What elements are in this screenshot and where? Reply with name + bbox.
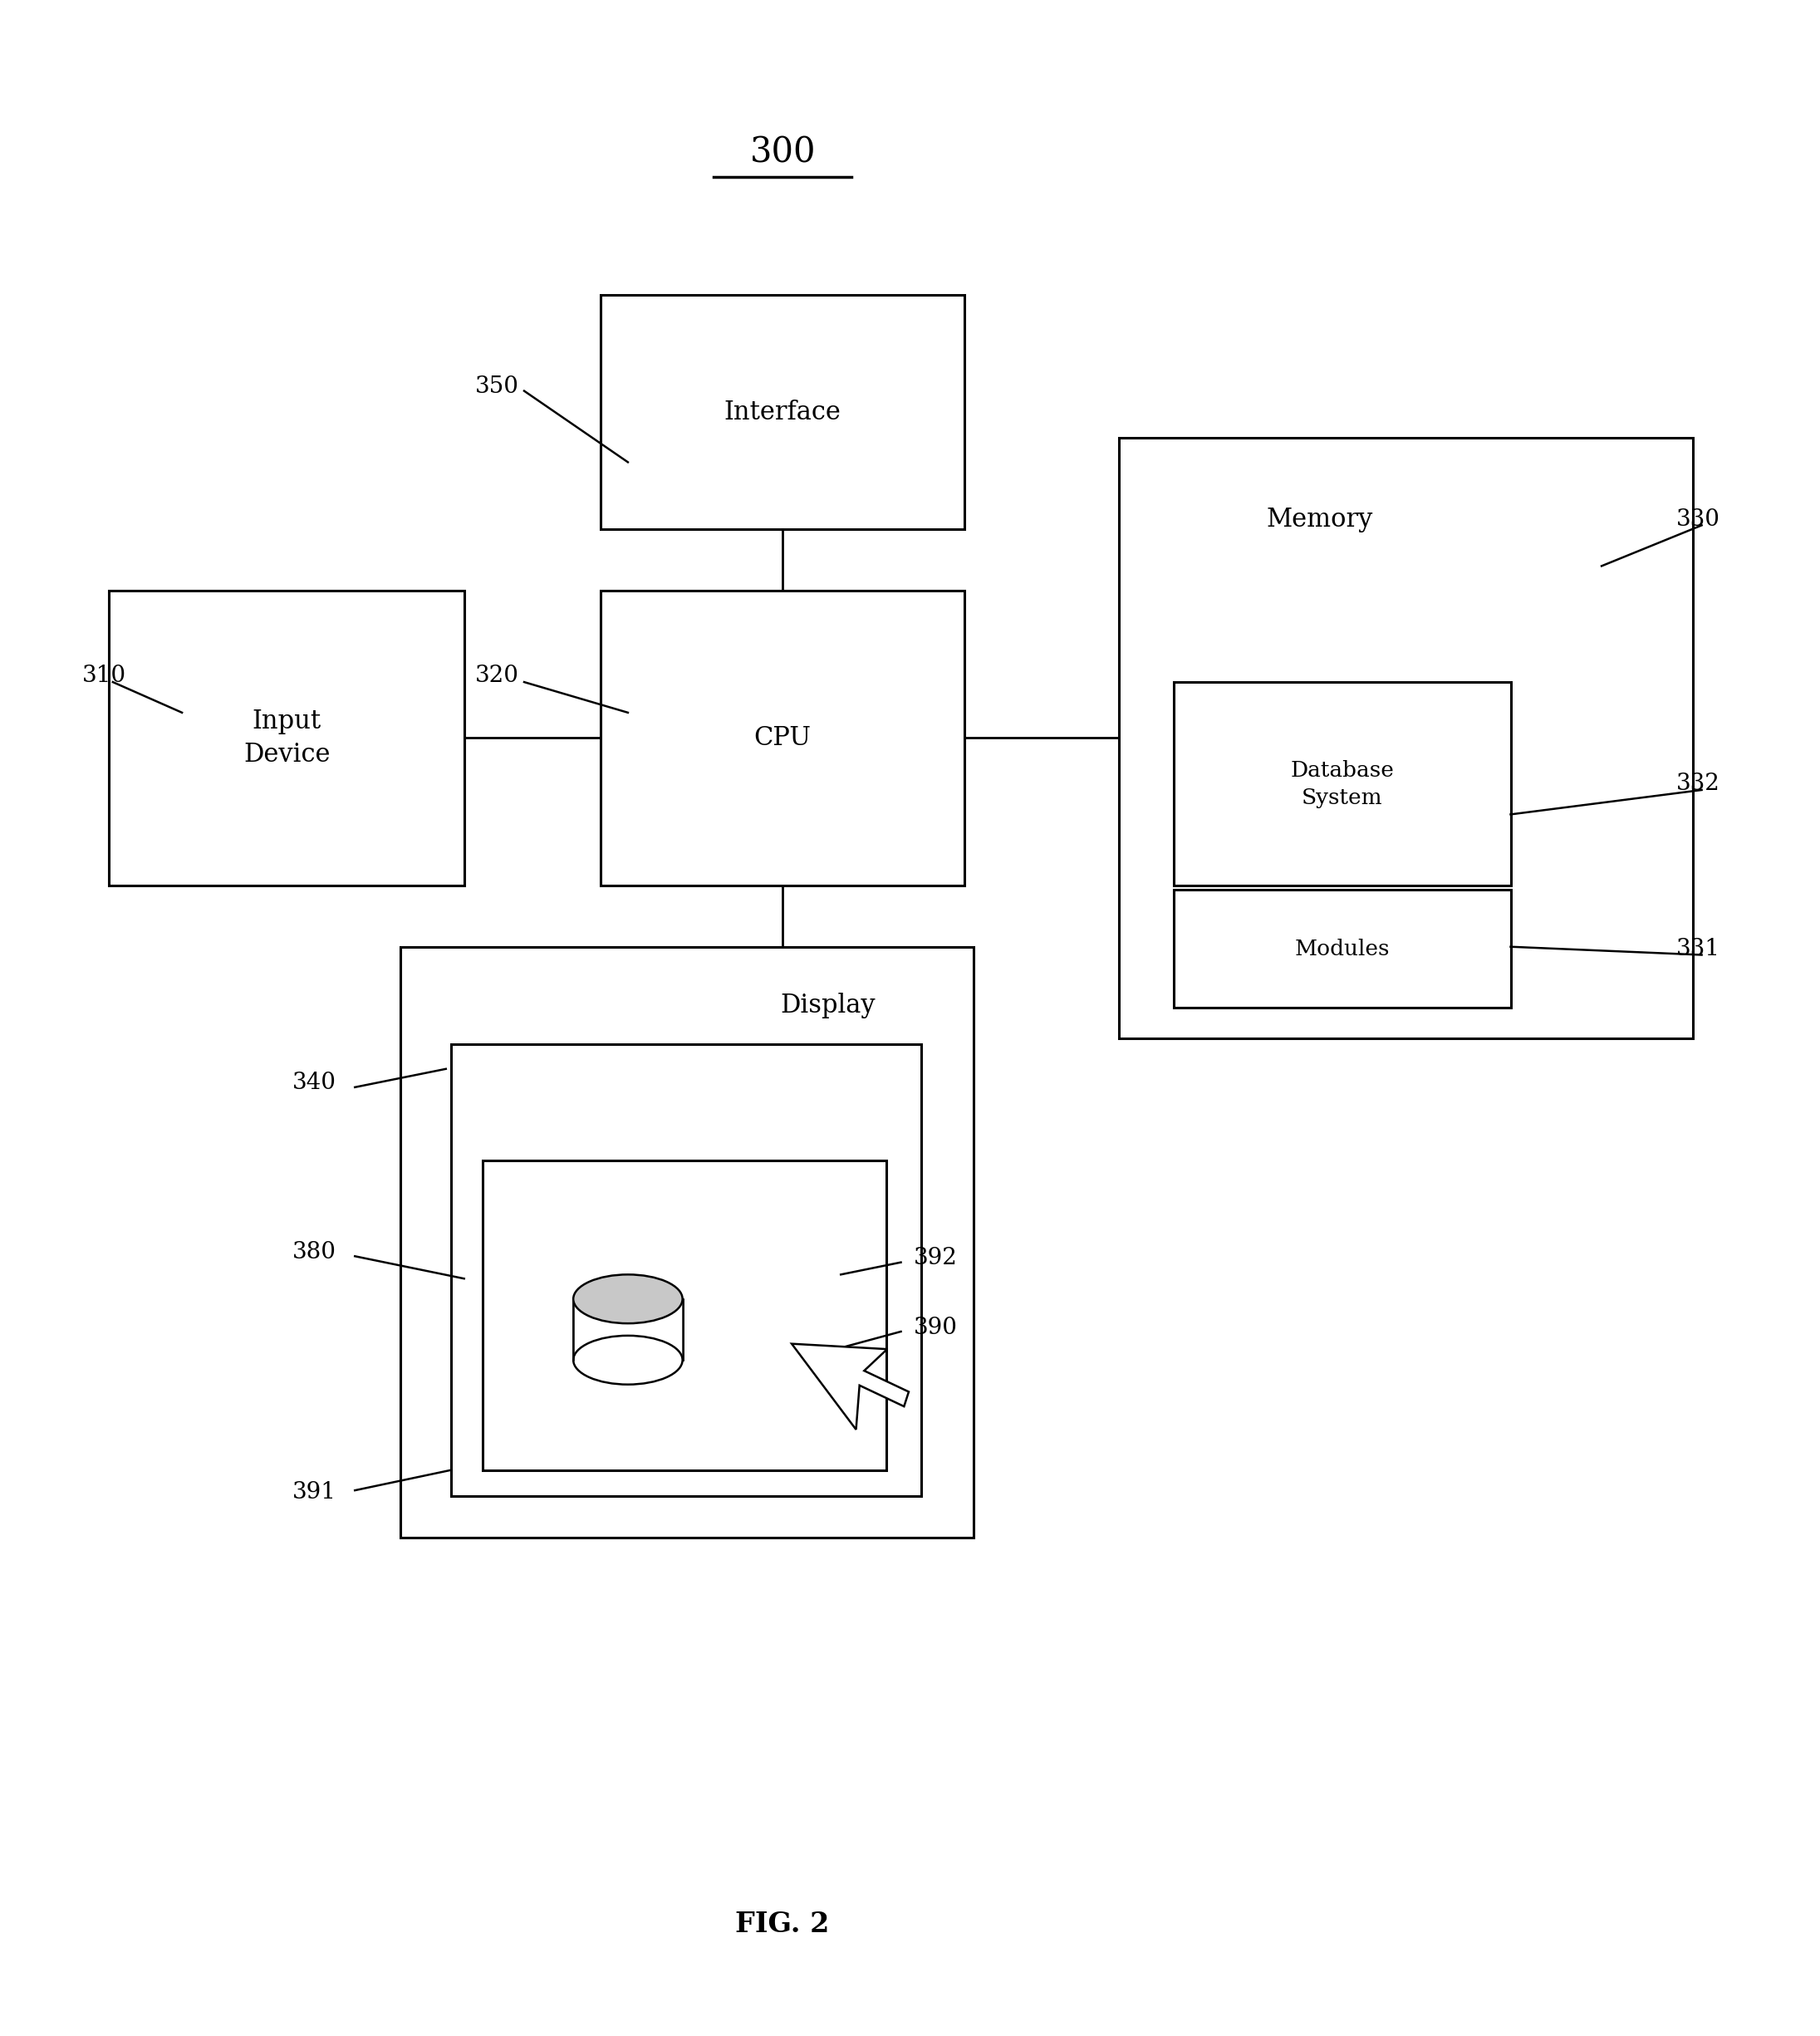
- Text: 350: 350: [475, 375, 519, 399]
- Text: 332: 332: [1676, 772, 1720, 796]
- Text: Display: Display: [781, 994, 875, 1018]
- Bar: [400, 947, 974, 1537]
- Bar: [482, 1161, 886, 1470]
- Bar: [451, 1044, 921, 1496]
- Bar: [1174, 890, 1511, 1008]
- Text: 340: 340: [293, 1071, 337, 1095]
- Bar: [601, 295, 965, 529]
- Text: Input
Device: Input Device: [244, 709, 329, 768]
- Ellipse shape: [573, 1275, 682, 1323]
- Text: CPU: CPU: [753, 725, 812, 751]
- Text: Modules: Modules: [1294, 939, 1390, 959]
- Text: 392: 392: [914, 1246, 957, 1270]
- Text: 331: 331: [1676, 937, 1720, 961]
- Bar: [573, 1299, 682, 1360]
- Text: 300: 300: [750, 134, 815, 171]
- Text: 310: 310: [82, 664, 126, 688]
- Text: 330: 330: [1676, 507, 1720, 531]
- Text: 380: 380: [293, 1240, 337, 1264]
- Bar: [1119, 438, 1693, 1038]
- Text: Memory: Memory: [1267, 507, 1372, 531]
- Bar: [601, 590, 965, 886]
- Text: 320: 320: [475, 664, 519, 688]
- Ellipse shape: [573, 1336, 682, 1384]
- Text: FIG. 2: FIG. 2: [735, 1910, 830, 1938]
- Polygon shape: [792, 1344, 908, 1429]
- Bar: [109, 590, 464, 886]
- Text: 390: 390: [914, 1315, 957, 1340]
- Text: 391: 391: [293, 1480, 337, 1505]
- Text: Interface: Interface: [724, 399, 841, 426]
- Bar: [1174, 682, 1511, 886]
- Text: Database
System: Database System: [1290, 759, 1394, 808]
